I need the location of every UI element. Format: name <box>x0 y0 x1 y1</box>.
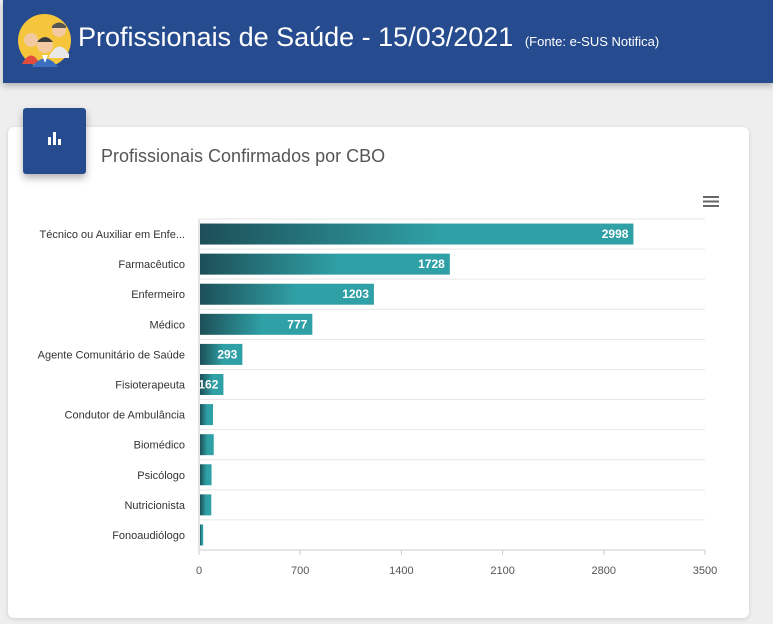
bar[interactable] <box>200 253 450 275</box>
data-label: 2998 <box>602 227 629 241</box>
data-label: 162 <box>198 378 218 392</box>
bar[interactable] <box>200 404 214 426</box>
category-label: Enfermeiro <box>131 289 185 301</box>
page-title: Profissionais de Saúde - 15/03/2021 (Fon… <box>78 22 659 53</box>
bars: 2998 1728 1203 777 293 162 <box>198 223 634 546</box>
category-label: Condutor de Ambulância <box>65 410 186 422</box>
category-label: Fonoaudiólogo <box>112 530 185 542</box>
chart-card <box>8 127 749 618</box>
data-label: 293 <box>217 347 237 361</box>
category-label: Fisioterapeuta <box>115 380 186 392</box>
bar[interactable] <box>200 434 214 456</box>
hamburger-menu-icon[interactable] <box>703 195 720 208</box>
x-tick-label: 0 <box>196 565 202 577</box>
x-tick-label: 2100 <box>490 565 514 577</box>
data-source-note: (Fonte: e-SUS Notifica) <box>524 34 660 49</box>
bar[interactable] <box>200 283 374 305</box>
x-axis-ticks: 0 700 1400 2100 2800 3500 <box>196 550 717 577</box>
bar[interactable] <box>200 374 224 395</box>
category-labels: Técnico ou Auxiliar em Enfe... Farmacêuti… <box>38 229 186 542</box>
page-title-text: Profissionais de Saúde - 15/03/2021 <box>78 22 514 52</box>
bar[interactable] <box>200 524 204 546</box>
x-tick-label: 700 <box>291 565 309 577</box>
bar[interactable] <box>200 494 212 516</box>
health-professionals-icon <box>18 14 71 67</box>
bar[interactable] <box>200 223 634 245</box>
category-label: Agente Comunitário de Saúde <box>38 349 185 361</box>
x-tick-label: 3500 <box>693 565 717 577</box>
x-tick-label: 2800 <box>592 565 616 577</box>
category-label: Farmacêutico <box>118 259 185 271</box>
bar[interactable] <box>200 464 212 486</box>
header-bar: Profissionais de Saúde - 15/03/2021 (Fon… <box>3 0 773 83</box>
data-label: 1728 <box>418 257 445 271</box>
bar-chart-icon <box>48 132 61 145</box>
bar[interactable] <box>200 313 313 335</box>
bar[interactable] <box>200 343 243 365</box>
data-label: 777 <box>287 317 307 331</box>
category-label: Técnico ou Auxiliar em Enfe... <box>39 229 185 241</box>
x-tick-label: 1400 <box>389 565 413 577</box>
category-label: Biomédico <box>134 440 185 452</box>
card-icon-badge <box>23 108 86 174</box>
category-label: Nutricionista <box>124 500 185 512</box>
category-label: Psicólogo <box>137 470 185 482</box>
chart-title: Profissionais Confirmados por CBO <box>101 146 386 166</box>
grid-lines <box>198 218 705 551</box>
data-label: 1203 <box>342 287 369 301</box>
category-label: Médico <box>150 319 185 331</box>
